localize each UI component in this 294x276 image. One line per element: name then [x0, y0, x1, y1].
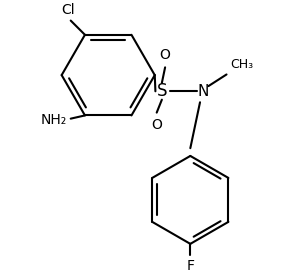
Text: O: O — [160, 47, 171, 62]
Text: S: S — [157, 82, 167, 100]
Text: CH₃: CH₃ — [230, 58, 253, 71]
Text: Cl: Cl — [61, 3, 75, 17]
Text: NH₂: NH₂ — [41, 113, 67, 127]
Text: O: O — [151, 118, 162, 132]
Text: F: F — [186, 259, 194, 274]
Text: N: N — [198, 84, 209, 99]
